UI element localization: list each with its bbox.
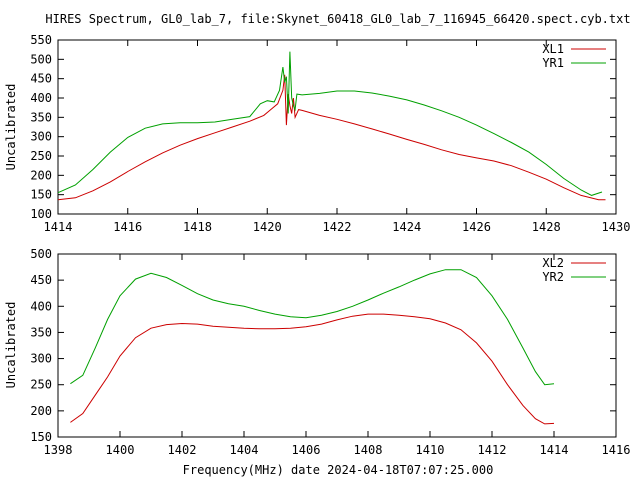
top-plot-y-tick-label: 150 [30, 188, 52, 202]
top-plot-x-tick-label: 1422 [323, 220, 352, 234]
bottom-plot-y-tick-label: 200 [30, 404, 52, 418]
bottom-plot-x-tick-label: 1406 [292, 443, 321, 457]
bottom-plot-x-tick-label: 1404 [230, 443, 259, 457]
chart-title: HIRES Spectrum, GL0_lab_7, file:Skynet_6… [45, 12, 630, 26]
x-axis-label: Frequency(MHz) date 2024-04-18T07:07:25.… [183, 463, 494, 477]
bottom-plot-series [70, 269, 555, 425]
top-plot-series [57, 51, 606, 201]
top-plot-y-tick-label: 450 [30, 72, 52, 86]
bottom-plot-series-xl2 [70, 313, 555, 425]
bottom-plot-y-tick-label: 150 [30, 430, 52, 444]
top-plot-series-xl1 [57, 74, 606, 201]
top-plot: Uncalibrated 1414 1416 1418 1420 1422 1424 142… [4, 33, 630, 234]
bottom-plot: Uncalibrated 1398 1400 1402 1404 1406 1408 141… [4, 247, 630, 457]
bottom-plot-ticks: 1398 1400 1402 1404 1406 1408 1410 1412 1414 1416… [30, 247, 630, 457]
bottom-plot-x-tick-label: 1402 [168, 443, 197, 457]
top-plot-y-tick-label: 350 [30, 110, 52, 124]
top-plot-ticks: 1414 1416 1418 1420 1422 1424 1426 1428 1430 100 1… [30, 33, 630, 234]
top-plot-x-tick-label: 1420 [253, 220, 282, 234]
top-plot-y-tick-label: 250 [30, 149, 52, 163]
bottom-plot-x-tick-label: 1416 [602, 443, 631, 457]
bottom-plot-x-tick-label: 1410 [416, 443, 445, 457]
bottom-plot-frame [57, 253, 617, 438]
bottom-plot-x-tick-label: 1412 [478, 443, 507, 457]
top-plot-x-tick-label: 1426 [462, 220, 491, 234]
bottom-plot-y-tick-label: 500 [30, 247, 52, 261]
bottom-plot-x-tick-label: 1400 [106, 443, 135, 457]
top-plot-legend-label: XL1 [542, 42, 564, 56]
bottom-plot-y-tick-label: 250 [30, 378, 52, 392]
bottom-plot-y-tick-label: 450 [30, 273, 52, 287]
bottom-plot-y-tick-label: 400 [30, 299, 52, 313]
top-plot-x-tick-label: 1430 [602, 220, 631, 234]
bottom-plot-legend-label: XL2 [542, 256, 564, 270]
top-plot-y-tick-label: 100 [30, 207, 52, 221]
top-plot-x-tick-label: 1424 [392, 220, 421, 234]
top-plot-x-tick-label: 1416 [113, 220, 142, 234]
top-plot-x-tick-label: 1418 [183, 220, 212, 234]
top-plot-x-tick-label: 1428 [532, 220, 561, 234]
bottom-plot-y-label: Uncalibrated [4, 302, 18, 389]
bottom-plot-y-tick-label: 300 [30, 352, 52, 366]
bottom-plot-y-tick-label: 350 [30, 325, 52, 339]
bottom-plot-legend-label: YR2 [542, 270, 564, 284]
bottom-plot-x-tick-label: 1398 [44, 443, 73, 457]
bottom-plot-series-yr2 [70, 269, 555, 386]
top-plot-y-tick-label: 500 [30, 52, 52, 66]
top-plot-legend-label: YR1 [542, 56, 564, 70]
bottom-plot-x-tick-label: 1408 [354, 443, 383, 457]
top-plot-x-tick-label: 1414 [44, 220, 73, 234]
top-plot-y-tick-label: 550 [30, 33, 52, 47]
top-plot-series-yr1 [57, 51, 603, 196]
top-plot-frame [57, 39, 617, 215]
top-plot-y-tick-label: 300 [30, 130, 52, 144]
top-plot-y-label: Uncalibrated [4, 84, 18, 171]
bottom-plot-x-tick-label: 1414 [540, 443, 569, 457]
top-plot-y-tick-label: 200 [30, 168, 52, 182]
top-plot-y-tick-label: 400 [30, 91, 52, 105]
